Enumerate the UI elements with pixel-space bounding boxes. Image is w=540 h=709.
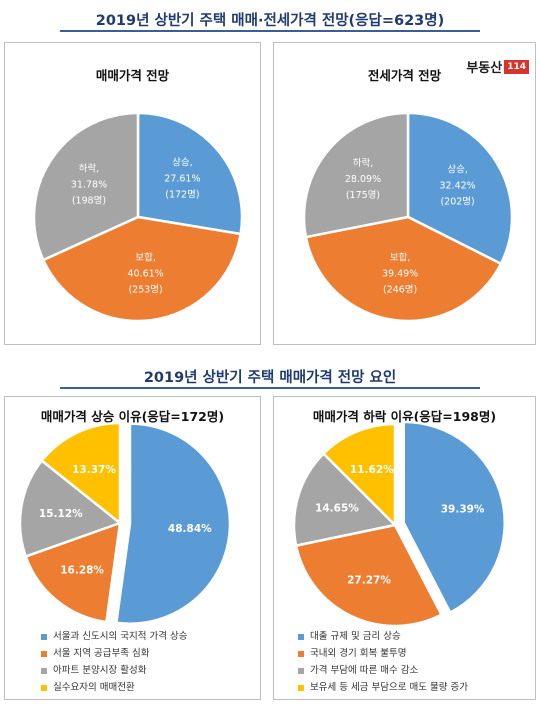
main-title: 2019년 상반기 주택 매매·전세가격 전망(응답=623명) [95, 13, 445, 29]
panel-sale-outlook: 매매가격 전망 상승, 27.61% (172명) 보합, 40.61% (253명) 하락… [4, 42, 261, 345]
slice-label: 39.49% [382, 269, 418, 280]
legend-label: 서울 지역 공급부족 심화 [53, 648, 150, 659]
pie-slice [40, 421, 122, 526]
panel-title: 매매가격 상승 이유(응답=172명) [40, 409, 225, 424]
slice-percent: 14.65% [315, 503, 359, 515]
pie-slice [18, 458, 123, 559]
slice-label: 32.42% [439, 180, 475, 191]
legend-swatch [298, 633, 304, 640]
slice-percent: 48.84% [168, 523, 212, 535]
title-underline [60, 387, 480, 389]
slice-label: 31.78% [71, 180, 107, 191]
legend-item: 보유세 등 세금 부담으로 매도 물량 증가 [298, 679, 468, 696]
slice-label: 28.09% [345, 174, 381, 185]
panel-rise-reasons: 매매가격 상승 이유(응답=172명) 48.84% 16.28% 15.12% 13… [4, 396, 261, 700]
panel-title: 전세가격 전망 [367, 68, 442, 83]
slice-label: (198명) [72, 196, 106, 207]
legend-swatch [298, 667, 304, 674]
pie-slice [136, 111, 244, 236]
slice-percent: 39.39% [441, 504, 485, 516]
legend-swatch [298, 650, 304, 657]
slice-label: 하락, [353, 157, 374, 169]
pie-jeonse-outlook: 상승, 32.42% (202명) 보합, 39.49% (246명) 하락, 28.09% (… [302, 111, 514, 323]
legend-swatch [41, 667, 47, 674]
slice-percent: 11.62% [350, 464, 394, 476]
slice-label: 27.61% [164, 173, 200, 184]
legend-label: 서울과 신도시의 국지적 가격 상승 [53, 631, 188, 642]
legend-label: 실수요자의 매매전환 [53, 682, 135, 693]
legend-item: 대출 규제 및 금리 상승 [298, 628, 468, 645]
legend-item: 가격 부담에 따른 매수 감소 [298, 662, 468, 679]
legend-swatch [41, 633, 47, 640]
slice-label: (202명) [440, 196, 474, 207]
pie-sale-outlook: 상승, 27.61% (172명) 보합, 40.61% (253명) 하락, 31.78% (… [32, 111, 244, 323]
slice-percent: 27.27% [347, 575, 391, 587]
pie-slice [321, 422, 397, 529]
legend-swatch [298, 684, 304, 691]
pie-slice [402, 420, 506, 615]
slice-label: (175명) [346, 190, 380, 201]
pie-slice [304, 215, 503, 323]
panel-title: 매매가격 전망 [95, 68, 170, 83]
pie-slice [292, 451, 398, 548]
legend-label: 국내외 경기 회복 불투명 [310, 648, 407, 659]
legend-swatch [41, 684, 47, 691]
title-underline [60, 30, 480, 32]
legend-item: 서울 지역 공급부족 심화 [41, 645, 187, 662]
factors-title: 2019년 상반기 주택 매매가격 전망 요인 [143, 370, 397, 386]
pie-slice [24, 521, 122, 624]
panel-fall-reasons: 매매가격 하락 이유(응답=198명) 39.39% 27.27% 14.65% 11… [273, 396, 536, 700]
pie-slice [406, 111, 514, 266]
slice-label: 하락, [79, 163, 100, 175]
pie-slice [294, 523, 444, 628]
pie-slice [41, 215, 243, 323]
pie-fall-reasons: 39.39% 27.27% 14.65% 11.62% [292, 420, 506, 628]
legend-label: 대출 규제 및 금리 상승 [310, 631, 401, 642]
pie-slice [302, 111, 410, 239]
legend-item: 서울과 신도시의 국지적 가격 상승 [41, 628, 187, 645]
slice-label: 40.61% [127, 269, 163, 280]
slice-percent: 13.37% [72, 464, 116, 476]
legend-label: 보유세 등 세금 부담으로 매도 물량 증가 [310, 682, 468, 693]
logo-number: 114 [504, 59, 529, 74]
panel-title: 매매가격 하락 이유(응답=198명) [312, 409, 497, 424]
slice-label: (172명) [165, 189, 199, 200]
slice-label: 상승, [172, 157, 193, 168]
panel-jeonse-outlook: 전세가격 전망 상승, 32.42% (202명) 보합, 39.49% (246명) 하락… [273, 42, 536, 345]
legend-item: 실수요자의 매매전환 [41, 679, 187, 696]
slice-label: 보합, [390, 253, 411, 264]
slice-label: (253명) [128, 285, 162, 296]
pie-slice [114, 422, 232, 625]
logo: 부동산 114 [466, 57, 529, 76]
slice-label: 상승, [447, 164, 468, 175]
logo-text: 부동산 [466, 61, 503, 76]
slice-percent: 15.12% [39, 508, 83, 520]
slice-label: (246명) [383, 285, 417, 296]
pie-slice [32, 111, 140, 262]
legend-label: 아파트 분양시장 활성화 [53, 665, 147, 676]
legend-item: 아파트 분양시장 활성화 [41, 662, 187, 679]
legend-item: 국내외 경기 회복 불투명 [298, 645, 468, 662]
slice-label: 보합, [135, 253, 156, 264]
pie-rise-reasons: 48.84% 16.28% 15.12% 13.37% [18, 421, 232, 625]
legend-label: 가격 부담에 따른 매수 감소 [310, 665, 419, 676]
slice-percent: 16.28% [60, 565, 104, 577]
legend-swatch [41, 650, 47, 657]
